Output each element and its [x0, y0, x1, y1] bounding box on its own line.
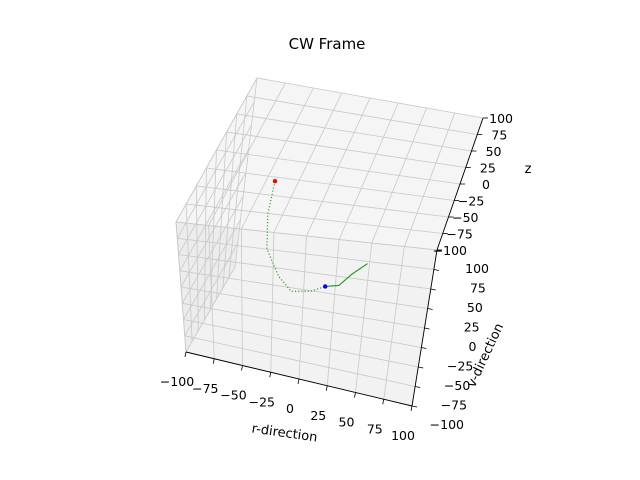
y-tick-label: 50	[467, 300, 483, 315]
z-tick-label: −100	[433, 243, 467, 258]
x-axis-ticks: −100−75 −50 −25 0 25 50 75 100	[160, 351, 415, 443]
y-tick-mark	[433, 269, 439, 271]
x-tick-mark	[410, 405, 413, 412]
y-tick-label: 25	[464, 320, 480, 335]
z-tick-label: −50	[452, 210, 478, 225]
back-pane	[176, 78, 483, 250]
x-tick-mark	[212, 358, 215, 364]
z-tick-label: 25	[480, 161, 496, 176]
x-tick-mark	[354, 392, 356, 398]
y-tick-label: 0	[469, 339, 477, 354]
grid-line-y	[175, 77, 438, 251]
grid-line-y	[180, 172, 425, 329]
y-tick-mark	[430, 288, 436, 291]
x-tick-mark	[297, 378, 300, 385]
y-tick-label: −25	[447, 359, 473, 374]
grid-line-z	[234, 77, 484, 268]
x-tick-label: 25	[310, 408, 326, 423]
data-markers	[272, 179, 328, 289]
grid-line-y	[184, 243, 416, 387]
data-marker-1	[272, 179, 278, 184]
x-tick-mark	[325, 385, 328, 391]
y-tick-mark	[418, 366, 424, 369]
x-tick-mark	[241, 365, 243, 371]
y-tick-mark	[421, 347, 427, 349]
series-line-1	[266, 181, 326, 292]
x-tick-label: 50	[339, 415, 355, 430]
grid-line-y	[179, 148, 428, 309]
z-tick-label: 0	[482, 177, 490, 192]
z-axis-label: z	[525, 162, 532, 177]
z-tick-label: −75	[446, 227, 472, 242]
y-tick-mark	[427, 308, 433, 310]
y-tick-label: 75	[470, 281, 486, 296]
y-tick-label: −75	[441, 398, 467, 413]
y-tick-label: −100	[430, 417, 464, 432]
grid-line-y	[177, 125, 431, 290]
z-tick-label: −25	[458, 194, 484, 209]
x-tick-label: 100	[391, 428, 415, 443]
z-tick-label: 75	[491, 128, 507, 143]
x-tick-label: −100	[160, 374, 194, 389]
x-tick-label: 75	[367, 421, 383, 436]
y-tick-mark	[415, 386, 421, 388]
x-tick-mark	[184, 351, 187, 358]
x-axis-label: r-direction	[251, 422, 319, 446]
y-tick-mark	[424, 327, 430, 330]
y-tick-label: 100	[465, 261, 489, 276]
grid-line-y	[181, 195, 422, 348]
y-tick-label: −50	[444, 378, 470, 393]
grid-lines	[175, 77, 484, 407]
y-tick-mark	[411, 405, 418, 408]
series-line-2	[325, 263, 368, 288]
x-tick-label: −50	[220, 388, 246, 403]
z-tick-label: 50	[486, 144, 502, 159]
grid-line-y	[176, 101, 434, 270]
data-series	[266, 181, 368, 292]
x-tick-label: −25	[249, 394, 275, 409]
x-tick-label: −75	[192, 381, 218, 396]
z-tick-label: 100	[489, 111, 513, 126]
data-marker-2	[323, 284, 328, 289]
chart-title: CW Frame	[289, 35, 366, 53]
y-axis-ticks: −100 −75 −50 −25 0 25 50 75 100	[411, 249, 489, 432]
x-tick-label: 0	[286, 401, 294, 416]
grid-line-y	[182, 219, 419, 368]
x-tick-mark	[382, 399, 385, 405]
x-tick-mark	[269, 372, 272, 378]
